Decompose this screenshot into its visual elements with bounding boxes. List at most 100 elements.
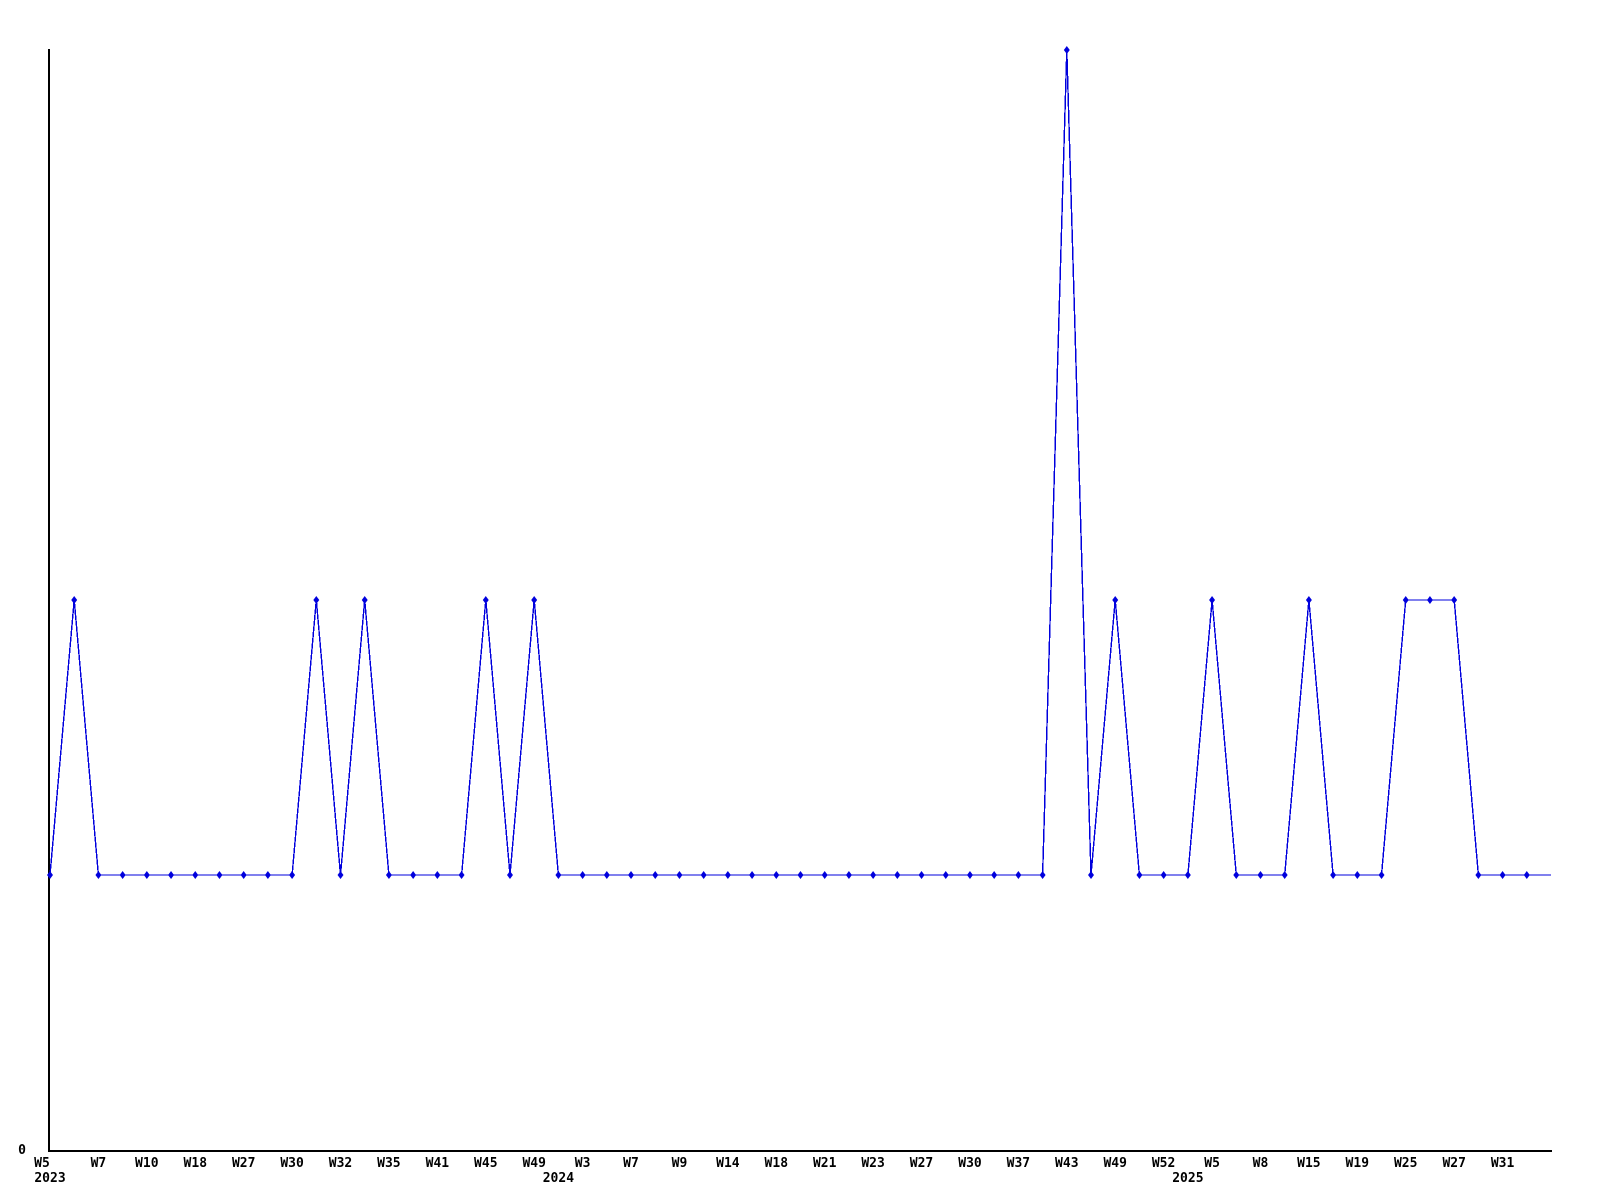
data-point-marker <box>555 870 562 880</box>
year-label: 2023 <box>34 1171 65 1186</box>
x-tick-label: W52 <box>1152 1156 1175 1171</box>
x-tick-label: W15 <box>1297 1156 1320 1171</box>
data-line <box>49 49 1551 876</box>
x-tick-label: W30 <box>958 1156 982 1171</box>
x-tick-label: W8 <box>1253 1156 1269 1171</box>
data-point-marker <box>1136 870 1143 880</box>
x-tick-label: W5 <box>34 1156 50 1171</box>
data-point-marker <box>1209 595 1216 605</box>
x-tick-label: W19 <box>1346 1156 1369 1171</box>
data-point-marker <box>966 870 973 880</box>
data-point-marker <box>894 870 901 880</box>
data-point-marker <box>192 870 199 880</box>
data-point-marker <box>821 870 828 880</box>
data-point-marker <box>628 870 635 880</box>
data-point-marker <box>95 870 102 880</box>
data-point-marker <box>385 870 392 880</box>
data-point-marker <box>531 595 538 605</box>
x-tick-label: W27 <box>910 1156 933 1171</box>
data-point-marker <box>1451 595 1458 605</box>
data-point-marker <box>676 870 683 880</box>
data-point-marker <box>1378 870 1385 880</box>
data-point-marker <box>918 870 925 880</box>
x-tick-label: W25 <box>1394 1156 1417 1171</box>
data-point-marker <box>289 870 296 880</box>
data-point-marker <box>143 870 150 880</box>
data-point-marker <box>1499 870 1506 880</box>
data-point-marker <box>313 595 320 605</box>
data-point-marker <box>1305 595 1312 605</box>
x-tick-label: W7 <box>623 1156 639 1171</box>
x-tick-label: W45 <box>474 1156 497 1171</box>
x-tick-label: W49 <box>522 1156 545 1171</box>
data-point-marker <box>700 870 707 880</box>
data-point-marker <box>119 870 126 880</box>
x-tick-label: W10 <box>135 1156 159 1171</box>
x-tick-label: W3 <box>575 1156 591 1171</box>
data-point-marker <box>652 870 659 880</box>
data-point-marker <box>337 870 344 880</box>
data-point-marker <box>240 870 247 880</box>
data-point-marker <box>724 870 731 880</box>
data-point-marker <box>1039 870 1046 880</box>
data-point-marker <box>458 870 465 880</box>
x-tick-label: W18 <box>184 1156 208 1171</box>
y-zero-label: 0 <box>18 1143 26 1158</box>
x-tick-label: W18 <box>765 1156 789 1171</box>
data-point-marker <box>1330 870 1337 880</box>
x-tick-label: W41 <box>426 1156 450 1171</box>
data-point-marker <box>773 870 780 880</box>
data-point-marker <box>1063 45 1070 55</box>
x-tick-label: W32 <box>329 1156 352 1171</box>
data-point-marker <box>47 870 53 880</box>
data-point-marker <box>870 870 877 880</box>
x-tick-label: W5 <box>1204 1156 1220 1171</box>
data-point-marker <box>749 870 756 880</box>
data-point-marker <box>1281 870 1288 880</box>
data-point-marker <box>1354 870 1361 880</box>
data-point-marker <box>1160 870 1167 880</box>
data-point-marker <box>168 870 175 880</box>
x-tick-label: W49 <box>1103 1156 1126 1171</box>
data-point-marker <box>797 870 804 880</box>
x-tick-label: W14 <box>716 1156 740 1171</box>
data-point-marker <box>1402 595 1409 605</box>
data-point-marker <box>603 870 610 880</box>
x-tick-label: W9 <box>672 1156 688 1171</box>
data-point-marker <box>216 870 223 880</box>
year-label: 2025 <box>1172 1171 1203 1186</box>
x-tick-label: W7 <box>91 1156 107 1171</box>
data-point-marker <box>991 870 998 880</box>
year-label: 2024 <box>543 1171 574 1186</box>
x-tick-label: W37 <box>1007 1156 1030 1171</box>
data-point-marker <box>579 870 586 880</box>
data-point-marker <box>410 870 417 880</box>
x-tick-label: W35 <box>377 1156 400 1171</box>
data-point-marker <box>1184 870 1191 880</box>
data-point-marker <box>1088 870 1094 880</box>
data-point-marker <box>264 870 271 880</box>
data-point-marker <box>1475 870 1482 880</box>
data-point-marker <box>1523 870 1530 880</box>
data-point-marker <box>1257 870 1264 880</box>
data-point-marker <box>1015 870 1022 880</box>
data-point-marker <box>845 870 852 880</box>
x-tick-label: W30 <box>280 1156 304 1171</box>
data-point-marker <box>1112 595 1119 605</box>
x-tick-label: W43 <box>1055 1156 1078 1171</box>
data-point-marker <box>942 870 949 880</box>
x-tick-label: W23 <box>861 1156 884 1171</box>
data-point-marker <box>71 595 78 605</box>
x-tick-label: W27 <box>232 1156 255 1171</box>
data-point-marker <box>361 595 368 605</box>
x-tick-label: W21 <box>813 1156 837 1171</box>
x-tick-label: W31 <box>1491 1156 1515 1171</box>
x-tick-label: W27 <box>1442 1156 1465 1171</box>
data-point-marker <box>1233 870 1240 880</box>
data-point-marker <box>482 595 489 605</box>
data-point-marker <box>1426 595 1433 605</box>
data-point-marker <box>434 870 441 880</box>
data-point-marker <box>507 870 513 880</box>
